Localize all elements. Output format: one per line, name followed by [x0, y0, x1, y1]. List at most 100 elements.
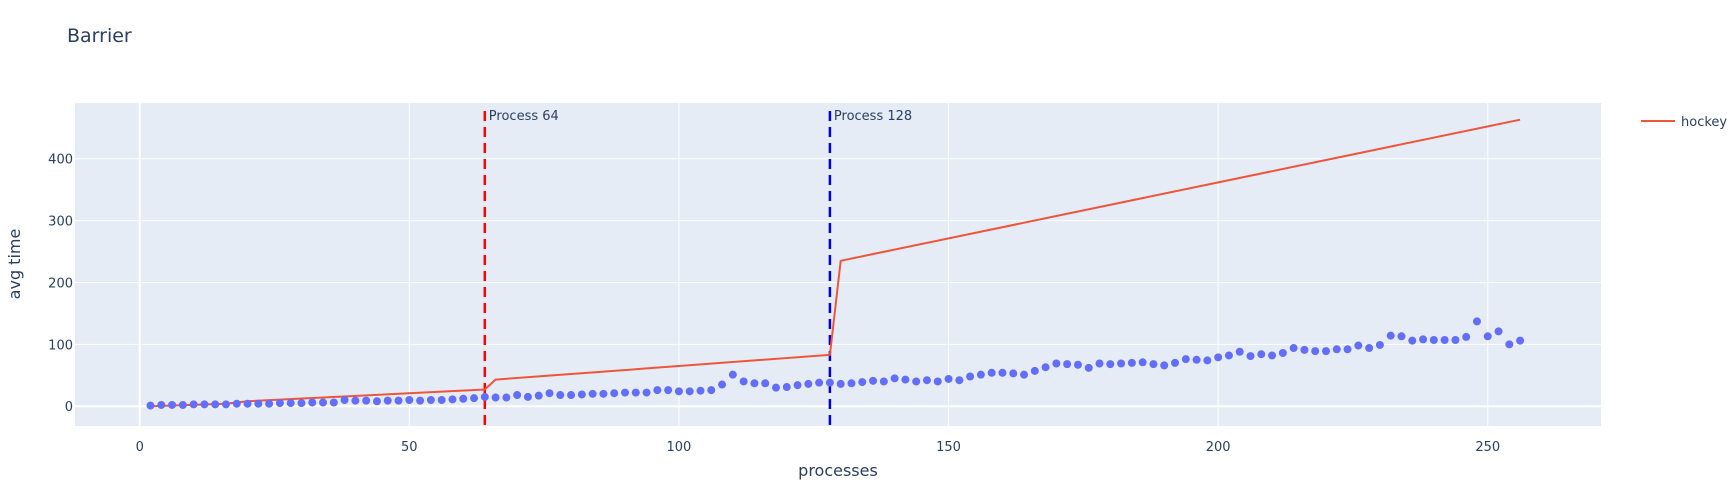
data-point: [502, 393, 511, 402]
data-point: [1386, 331, 1395, 340]
data-point: [1030, 366, 1039, 375]
data-point: [621, 388, 630, 397]
data-point: [243, 399, 252, 408]
data-point: [966, 372, 975, 381]
data-point: [1117, 359, 1126, 368]
data-point: [567, 391, 576, 400]
x-axis-title: processes: [798, 461, 878, 480]
data-point: [750, 379, 759, 388]
data-point: [523, 392, 532, 401]
data-point: [1235, 347, 1244, 356]
data-point: [1268, 351, 1277, 360]
data-point: [674, 387, 683, 396]
legend-label-hockey: hockey: [1681, 115, 1727, 130]
data-point: [825, 378, 834, 387]
data-point: [577, 390, 586, 399]
data-point: [319, 398, 328, 407]
data-point: [1494, 327, 1503, 336]
data-point: [1127, 358, 1136, 367]
data-point: [1321, 347, 1330, 356]
data-point: [804, 379, 813, 388]
data-point: [1397, 332, 1406, 341]
data-point: [178, 400, 187, 409]
data-point: [405, 396, 414, 405]
data-point: [1289, 344, 1298, 353]
marker-series: [146, 317, 1525, 410]
data-point: [211, 400, 220, 409]
data-point: [1451, 335, 1460, 344]
y-tick-label: 300: [48, 215, 73, 230]
data-point: [1516, 336, 1525, 345]
data-point: [448, 395, 457, 404]
data-point: [1020, 370, 1029, 379]
y-axis-ticks: 0 100 200 300 400: [48, 153, 73, 416]
data-point: [610, 389, 619, 398]
data-point: [146, 401, 155, 410]
data-point: [480, 392, 489, 401]
data-point: [588, 389, 597, 398]
data-point: [1375, 340, 1384, 349]
data-point: [771, 383, 780, 392]
x-tick-label: 50: [401, 440, 418, 455]
data-point: [275, 399, 284, 408]
data-point: [1408, 336, 1417, 345]
data-point: [1138, 358, 1147, 367]
data-point: [372, 397, 381, 406]
data-point: [1149, 360, 1158, 369]
vline-label-2: Process 128: [834, 109, 912, 124]
x-tick-label: 150: [936, 440, 961, 455]
data-point: [470, 394, 479, 403]
chart-title: Barrier: [67, 25, 132, 47]
data-point: [815, 378, 824, 387]
data-point: [189, 400, 198, 409]
data-point: [879, 377, 888, 386]
data-point: [728, 370, 737, 379]
data-point: [265, 399, 274, 408]
data-point: [1106, 360, 1115, 369]
data-point: [308, 398, 317, 407]
data-point: [1073, 360, 1082, 369]
data-point: [1246, 352, 1255, 361]
data-point: [1365, 344, 1374, 353]
data-point: [297, 399, 306, 408]
x-tick-label: 100: [667, 440, 692, 455]
data-point: [1462, 332, 1471, 341]
y-axis-title: avg time: [5, 229, 24, 300]
data-point: [836, 379, 845, 388]
data-point: [1278, 348, 1287, 357]
y-tick-label: 400: [48, 153, 73, 168]
data-point: [437, 396, 446, 405]
data-point: [1181, 355, 1190, 364]
data-point: [955, 376, 964, 385]
data-point: [232, 399, 241, 408]
data-point: [513, 391, 522, 400]
data-point: [793, 381, 802, 390]
data-point: [157, 400, 166, 409]
legend[interactable]: hockey: [1641, 115, 1727, 130]
data-point: [599, 389, 608, 398]
data-point: [718, 380, 727, 389]
data-point: [998, 368, 1007, 377]
data-point: [1041, 363, 1050, 372]
data-point: [1300, 345, 1309, 354]
data-point: [761, 379, 770, 388]
data-point: [1084, 363, 1093, 372]
data-point: [1354, 341, 1363, 350]
x-tick-label: 200: [1206, 440, 1231, 455]
data-point: [922, 376, 931, 385]
data-point: [1332, 345, 1341, 354]
data-point: [200, 400, 209, 409]
y-tick-label: 100: [48, 338, 73, 353]
data-point: [631, 388, 640, 397]
x-axis-ticks: 0 50 100 150 200 250: [136, 440, 1501, 455]
y-tick-label: 0: [65, 400, 73, 415]
data-point: [1203, 356, 1212, 365]
data-point: [534, 391, 543, 400]
data-point: [1063, 360, 1072, 369]
grid: [75, 103, 1601, 426]
data-point: [394, 396, 403, 405]
data-point: [976, 370, 985, 379]
data-point: [545, 389, 554, 398]
data-point: [664, 386, 673, 395]
